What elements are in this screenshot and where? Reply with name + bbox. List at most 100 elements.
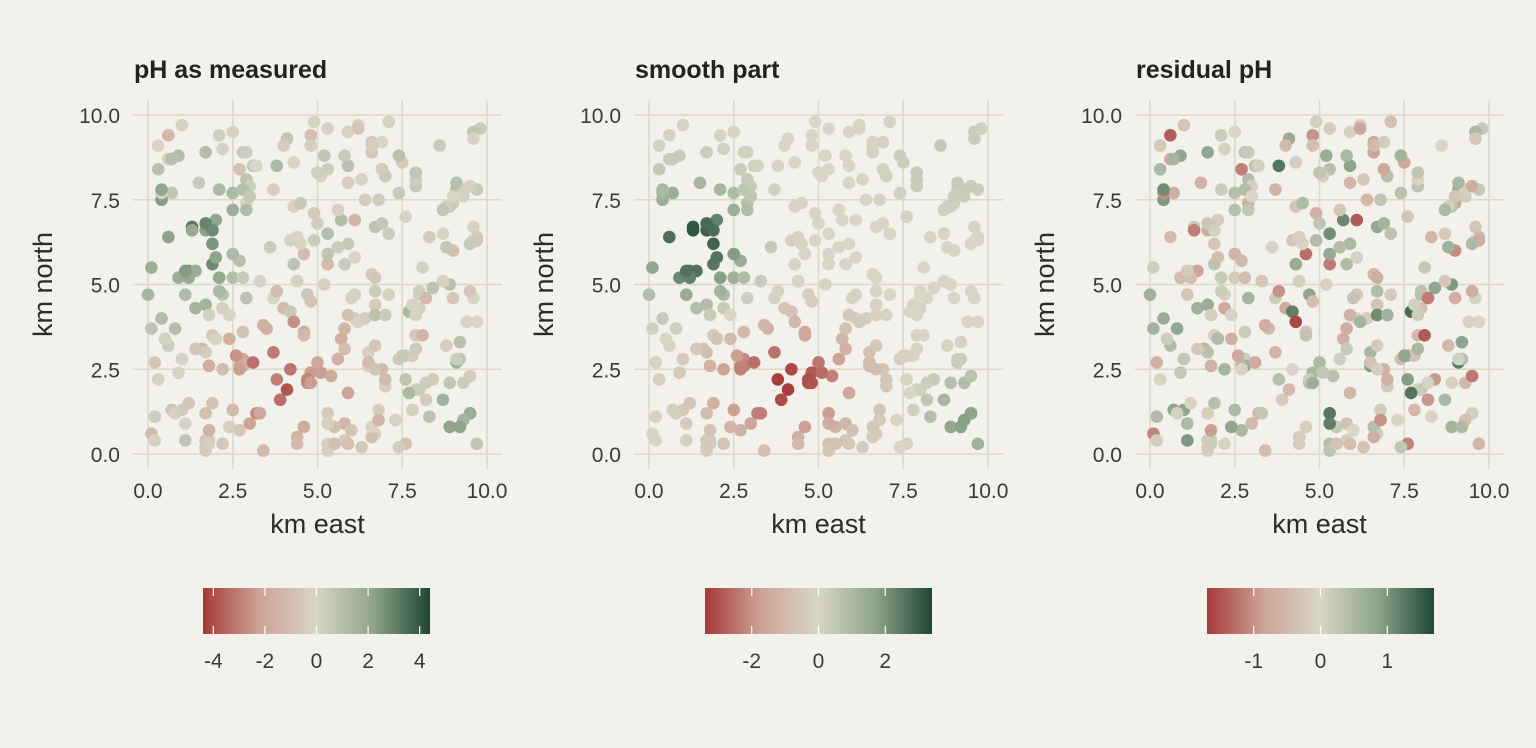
data-point — [951, 176, 964, 190]
data-point — [1153, 373, 1167, 386]
data-point — [1231, 349, 1245, 362]
y-tick-label: 10.0 — [79, 105, 120, 128]
data-point — [1469, 220, 1482, 234]
x-tick-label: 0.0 — [634, 480, 663, 503]
data-point — [168, 407, 182, 420]
data-point — [1204, 308, 1218, 322]
data-point — [287, 156, 301, 169]
data-point — [338, 342, 351, 356]
data-point — [754, 274, 768, 288]
data-point — [1367, 430, 1381, 444]
data-point — [744, 417, 757, 430]
data-point — [652, 139, 666, 152]
data-point — [659, 332, 673, 346]
data-point — [1208, 223, 1221, 237]
data-point — [1269, 183, 1282, 196]
data-point — [1296, 196, 1309, 210]
data-point — [713, 183, 727, 196]
data-point — [311, 217, 324, 230]
data-point — [1472, 437, 1486, 451]
data-point — [212, 183, 226, 196]
data-point — [741, 145, 754, 159]
data-point — [212, 271, 226, 285]
data-point — [290, 230, 304, 244]
data-point — [1279, 139, 1292, 152]
data-point — [744, 190, 757, 203]
data-point — [1265, 240, 1279, 254]
data-point — [869, 271, 883, 285]
data-point — [880, 373, 893, 386]
x-tick-label: 5.0 — [1305, 480, 1334, 503]
data-point — [1340, 342, 1353, 356]
data-point — [1404, 386, 1418, 400]
data-point — [1252, 159, 1265, 173]
data-point — [1313, 356, 1326, 369]
data-point — [1401, 373, 1414, 386]
data-point — [917, 261, 930, 274]
data-point — [1218, 437, 1231, 451]
data-point — [1235, 423, 1248, 437]
data-point — [1343, 237, 1357, 251]
data-point — [1374, 193, 1387, 207]
data-point — [1411, 166, 1425, 179]
data-point — [189, 342, 202, 356]
data-point — [460, 315, 473, 329]
data-point — [297, 329, 311, 342]
data-point — [331, 203, 345, 217]
data-point — [436, 274, 450, 288]
data-point — [1228, 125, 1242, 139]
y-tick-label: 5.0 — [1093, 275, 1122, 298]
x-axis-label: km east — [1272, 509, 1367, 539]
data-point — [1258, 444, 1272, 457]
x-tick-label: 10.0 — [1469, 480, 1510, 503]
colorbar-tick-label: 0 — [813, 650, 825, 673]
data-point — [669, 407, 683, 420]
data-point — [907, 403, 920, 417]
data-point — [1228, 186, 1242, 200]
data-point — [1472, 315, 1486, 329]
data-point — [368, 362, 382, 376]
data-point — [382, 115, 395, 129]
data-point — [297, 247, 311, 261]
data-point — [175, 118, 189, 132]
data-point — [1323, 227, 1336, 240]
data-point — [920, 393, 934, 407]
data-point — [423, 410, 436, 424]
colorbar-tick-label: -1 — [1244, 650, 1263, 673]
data-point — [1214, 284, 1228, 298]
data-point — [141, 288, 155, 301]
data-point — [1299, 329, 1313, 342]
data-point — [1153, 139, 1167, 152]
data-point — [703, 359, 717, 373]
data-point — [440, 240, 453, 254]
data-point — [1377, 217, 1391, 230]
data-point — [730, 349, 744, 362]
data-point — [1170, 407, 1184, 420]
data-point — [1245, 417, 1258, 430]
x-tick-label: 7.5 — [889, 480, 918, 503]
data-point — [307, 234, 321, 247]
data-point — [243, 190, 256, 203]
data-point — [463, 284, 477, 298]
data-point — [927, 281, 941, 295]
data-point — [1435, 139, 1448, 152]
data-point — [1306, 295, 1320, 308]
x-axis-label: km east — [270, 509, 365, 539]
data-point — [233, 162, 246, 176]
data-point — [1235, 362, 1248, 376]
data-point — [1357, 440, 1370, 454]
y-tick-label: 0.0 — [91, 444, 120, 467]
data-point — [1370, 284, 1384, 298]
data-point — [1438, 274, 1452, 288]
data-point — [331, 352, 345, 366]
data-point — [849, 213, 863, 227]
data-point — [1465, 369, 1479, 383]
data-point — [1180, 288, 1194, 301]
data-point — [321, 407, 334, 420]
data-point — [713, 129, 727, 142]
panel-title: pH as measured — [134, 56, 327, 84]
data-point — [1164, 129, 1177, 142]
data-point — [256, 444, 270, 457]
data-point — [290, 274, 304, 288]
